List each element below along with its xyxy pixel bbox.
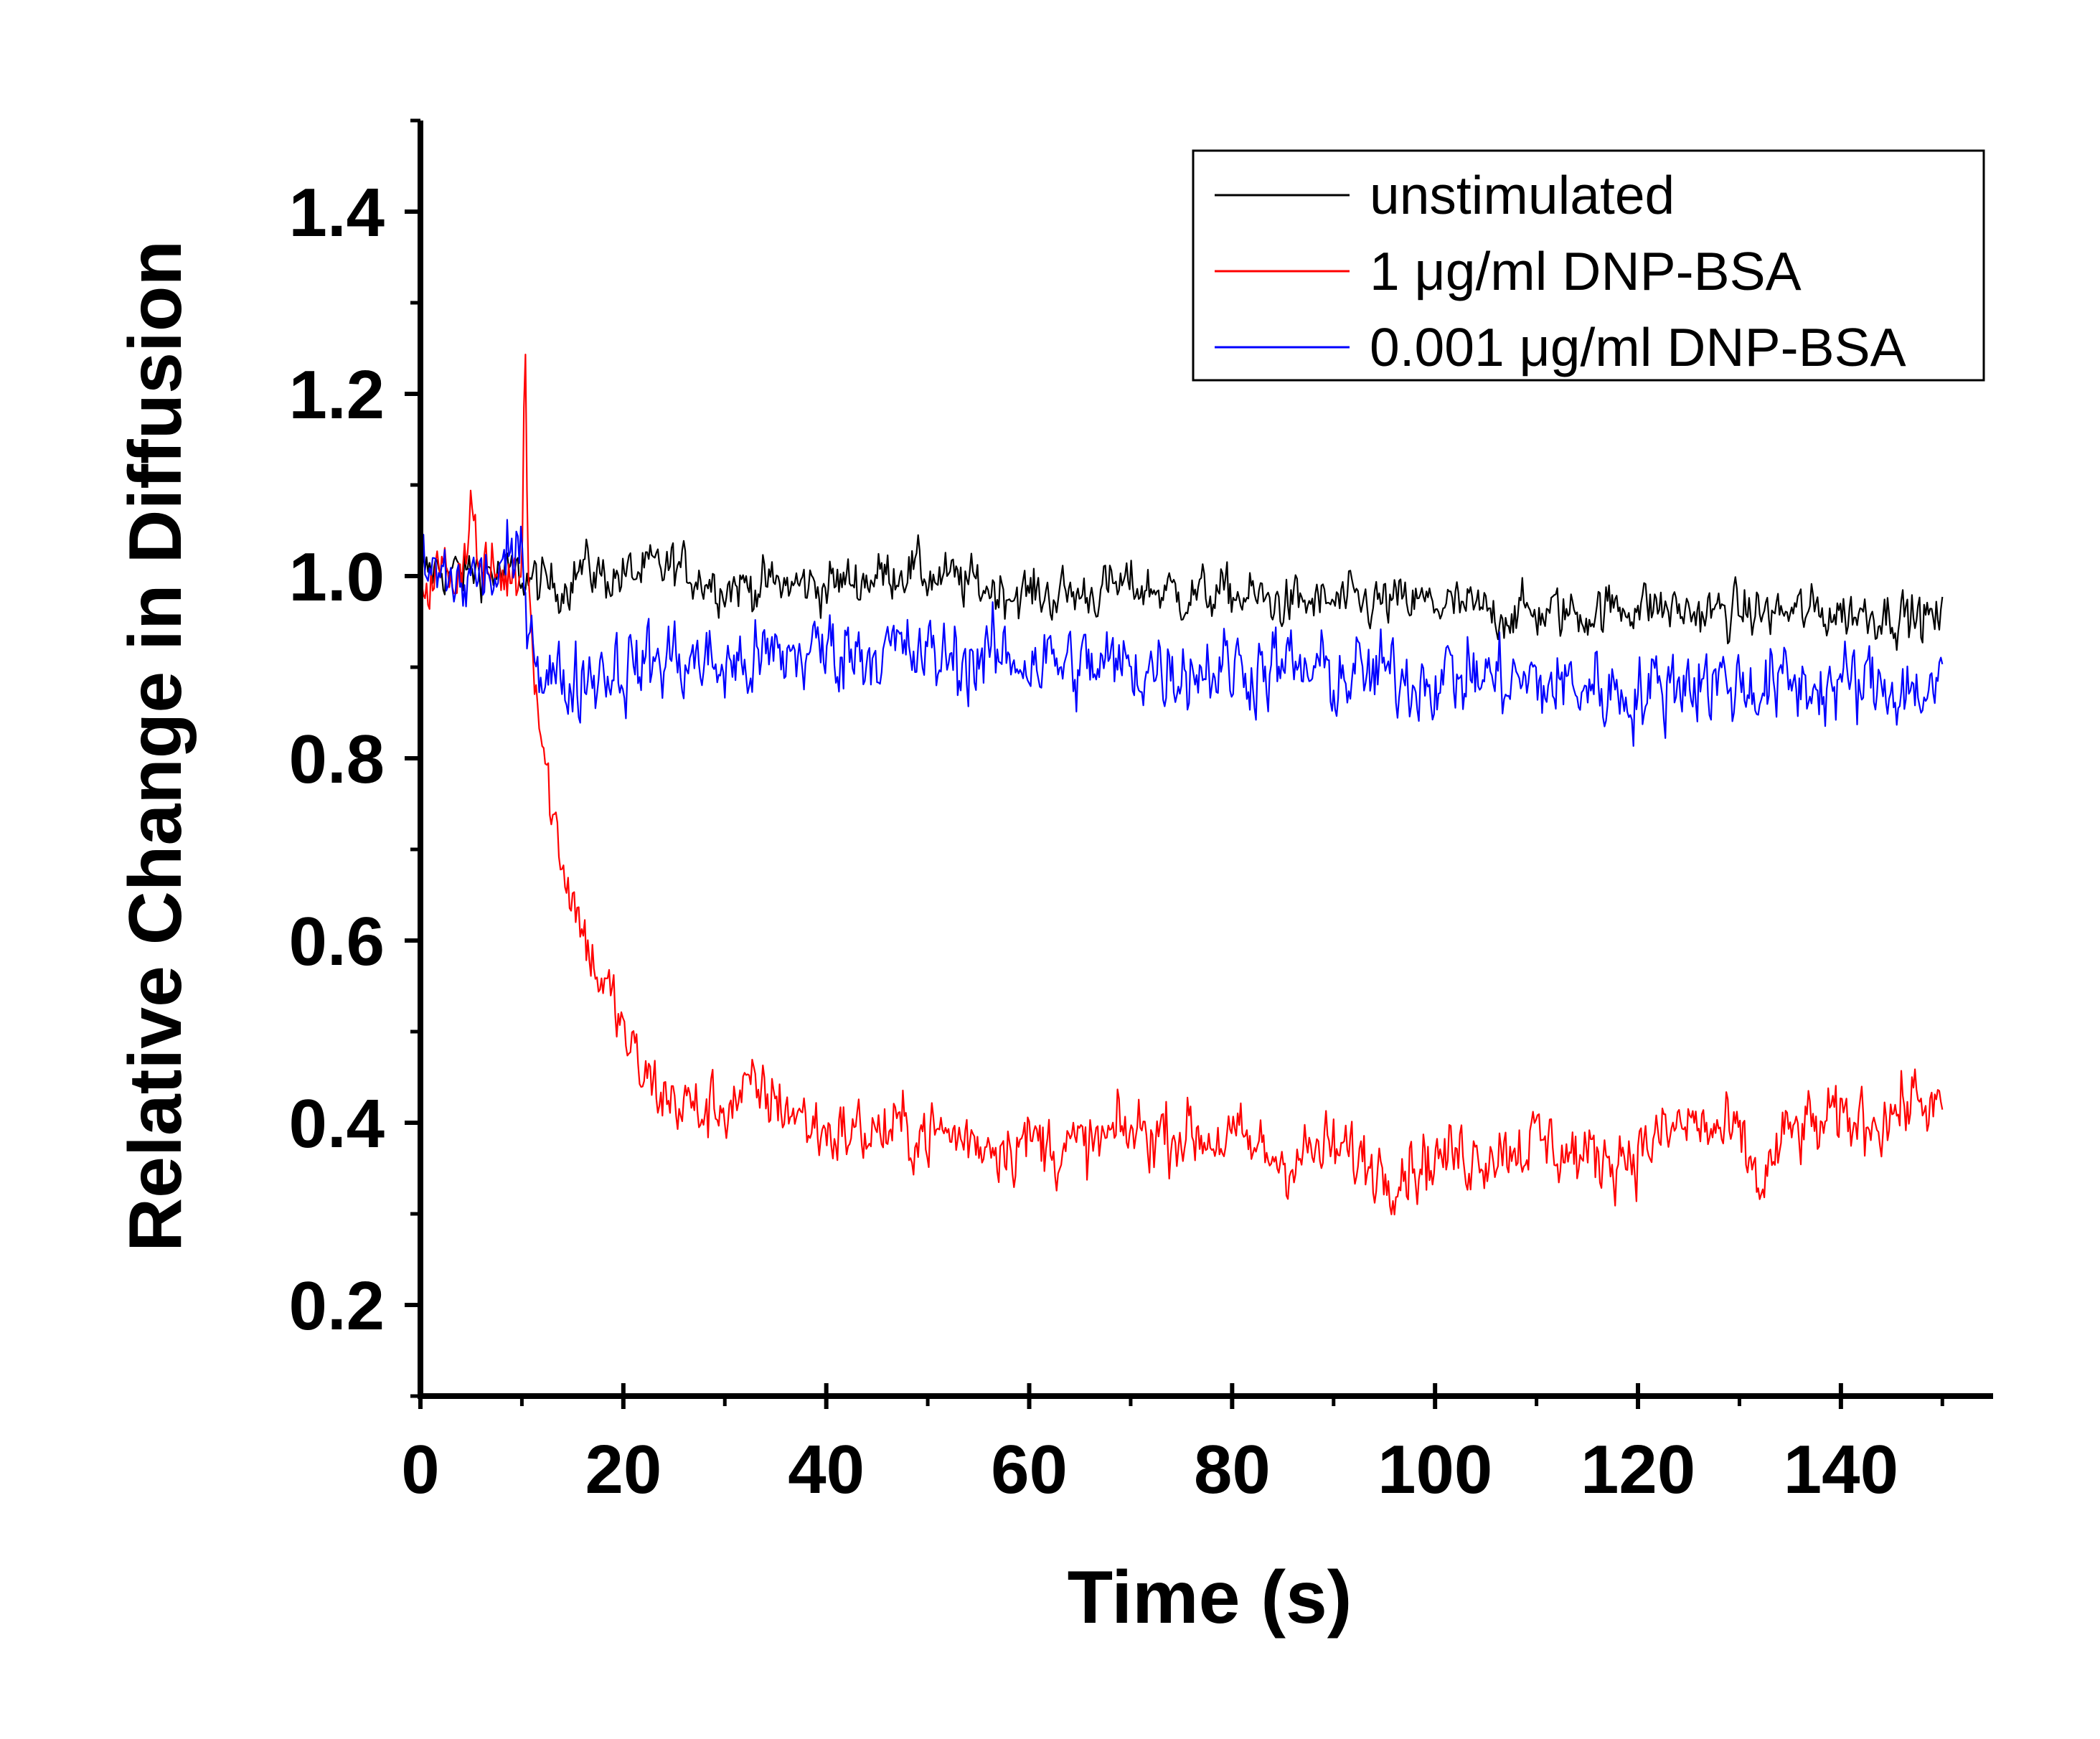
legend: unstimulated 1 μg/ml DNP-BSA 0.001 μg/ml D…	[1192, 149, 1985, 382]
x-tick-label: 140	[1784, 1431, 1898, 1508]
y-tick-label: 0.4	[289, 1085, 385, 1162]
y-tick-label: 0.2	[289, 1268, 385, 1344]
series-layer	[419, 354, 1944, 1216]
x-tick-label: 60	[991, 1431, 1068, 1508]
y-tick-label: 0.8	[289, 721, 385, 798]
y-tick-label: 0.6	[289, 903, 385, 980]
x-tick-label: 40	[788, 1431, 865, 1508]
legend-label: 1 μg/ml DNP-BSA	[1370, 241, 1802, 301]
y-tick-label: 1.4	[289, 174, 385, 251]
x-tick-label: 120	[1581, 1431, 1695, 1508]
y-axis-title: Relative Change in Diffusion	[114, 240, 197, 1252]
x-tick-label: 0	[401, 1431, 439, 1508]
legend-label: unstimulated	[1370, 165, 1675, 225]
series-line-1	[420, 534, 1944, 651]
legend-label: 0.001 μg/ml DNP-BSA	[1370, 317, 1906, 377]
y-tick-label: 1.0	[289, 539, 385, 616]
series-line-2	[419, 354, 1944, 1216]
series-line-3	[419, 519, 1944, 748]
x-axis-title: Time (s)	[1068, 1556, 1352, 1639]
x-tick-label: 80	[1194, 1431, 1271, 1508]
y-tick-label: 1.2	[289, 357, 385, 433]
legend-box	[1192, 149, 1985, 382]
x-tick-label: 100	[1378, 1431, 1492, 1508]
x-tick-label: 20	[585, 1431, 661, 1508]
axes-layer: 0 20 40 60 80 100 120 140 0.2 0.4 0.6 0.8 1.0 1.2 1.4	[289, 118, 1993, 1508]
